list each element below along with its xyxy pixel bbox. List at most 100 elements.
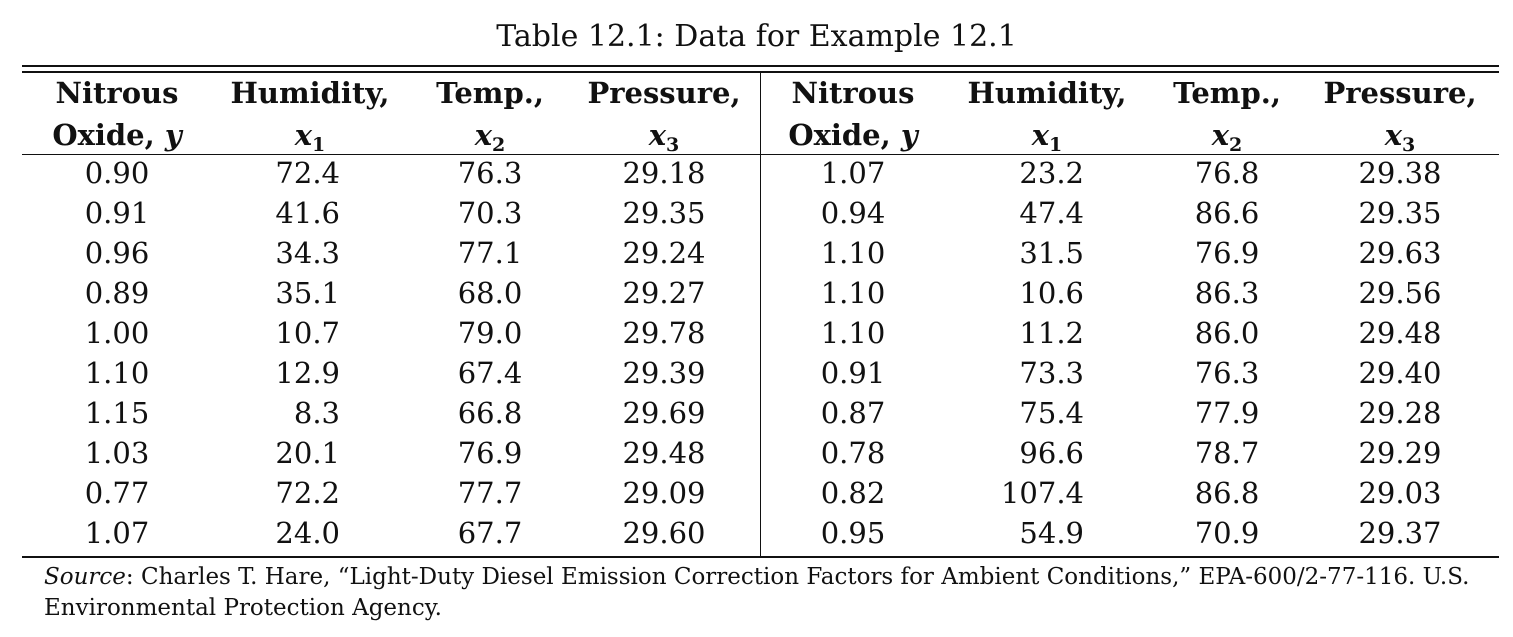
column-header-variable: x bbox=[294, 118, 313, 152]
column-header-5: Nitrous Oxide, y bbox=[743, 72, 963, 166]
table-cell: 35.1 bbox=[275, 276, 340, 310]
table-cell: 0.96 bbox=[84, 236, 150, 270]
column-header-3: Temp., x2 bbox=[380, 72, 600, 166]
table-cell: 20.1 bbox=[275, 436, 340, 470]
table-cell: 79.0 bbox=[457, 316, 523, 350]
column-header-line1: Nitrous bbox=[55, 76, 179, 110]
table-cell: 76.9 bbox=[1194, 236, 1260, 270]
column-header-line2: x3 bbox=[1290, 114, 1510, 166]
table-cell: 86.8 bbox=[1194, 476, 1260, 510]
table-cell: 77.1 bbox=[457, 236, 523, 270]
table-cell: 72.2 bbox=[275, 476, 340, 510]
column-header-variable: x bbox=[1211, 118, 1230, 152]
column-header-line1: Pressure, bbox=[587, 76, 741, 110]
table-cell: 0.91 bbox=[84, 196, 150, 230]
table-cell: 1.15 bbox=[84, 396, 150, 430]
table-cell: 29.18 bbox=[622, 156, 706, 190]
table-cell: 29.48 bbox=[622, 436, 706, 470]
table-cell: 29.24 bbox=[622, 236, 706, 270]
table-caption: Table 12.1: Data for Example 12.1 bbox=[496, 19, 1017, 54]
table-cell: 1.07 bbox=[84, 516, 150, 550]
table-cell: 29.03 bbox=[1358, 476, 1442, 510]
table-cell: 1.10 bbox=[820, 276, 886, 310]
table-cell: 0.78 bbox=[820, 436, 886, 470]
column-header-text: Oxide, bbox=[788, 118, 901, 152]
table-cell: 1.10 bbox=[820, 236, 886, 270]
table-cell: 86.0 bbox=[1194, 316, 1260, 350]
table-cell: 107.4 bbox=[1000, 476, 1084, 510]
table-cell: 29.35 bbox=[1358, 196, 1442, 230]
table-cell: 12.9 bbox=[275, 356, 340, 390]
column-header-variable: y bbox=[164, 118, 182, 152]
column-header-line1: Pressure, bbox=[1323, 76, 1477, 110]
table-cell: 29.78 bbox=[622, 316, 706, 350]
table-cell: 67.7 bbox=[457, 516, 523, 550]
column-header-line1: Humidity, bbox=[967, 76, 1127, 110]
table-cell: 1.00 bbox=[84, 316, 150, 350]
table-cell: 54.9 bbox=[1019, 516, 1084, 550]
table-cell: 23.2 bbox=[1019, 156, 1084, 190]
table-cell: 72.4 bbox=[275, 156, 340, 190]
table-cell: 0.95 bbox=[820, 516, 886, 550]
top-rule-2 bbox=[22, 71, 1499, 73]
table-cell: 29.37 bbox=[1358, 516, 1442, 550]
table-cell: 1.10 bbox=[84, 356, 150, 390]
table-cell: 29.27 bbox=[622, 276, 706, 310]
table-cell: 75.4 bbox=[1019, 396, 1084, 430]
table-cell: 29.56 bbox=[1358, 276, 1442, 310]
table-cell: 1.07 bbox=[820, 156, 886, 190]
bottom-rule bbox=[22, 556, 1499, 558]
column-header-line2: x2 bbox=[1117, 114, 1337, 166]
column-header-variable: x bbox=[648, 118, 667, 152]
column-header-2: Humidity, x1 bbox=[200, 72, 420, 166]
column-header-variable: y bbox=[900, 118, 918, 152]
column-header-4: Pressure, x3 bbox=[554, 72, 774, 166]
table-cell: 10.6 bbox=[1019, 276, 1084, 310]
table-cell: 86.3 bbox=[1194, 276, 1260, 310]
table-cell: 29.29 bbox=[1358, 436, 1442, 470]
column-header-line2: x3 bbox=[554, 114, 774, 166]
column-header-variable: x bbox=[474, 118, 493, 152]
table-cell: 29.60 bbox=[622, 516, 706, 550]
table-cell: 29.63 bbox=[1358, 236, 1442, 270]
column-header-8: Pressure, x3 bbox=[1290, 72, 1510, 166]
table-cell: 24.0 bbox=[275, 516, 340, 550]
column-header-subscript: 2 bbox=[492, 134, 506, 156]
table-cell: 66.8 bbox=[457, 396, 523, 430]
table-cell: 8.3 bbox=[293, 396, 340, 430]
column-header-line2: Oxide, y bbox=[7, 114, 227, 166]
table-cell: 29.48 bbox=[1358, 316, 1442, 350]
column-header-subscript: 1 bbox=[1049, 134, 1063, 156]
table-cell: 0.89 bbox=[84, 276, 150, 310]
column-header-line2: x1 bbox=[200, 114, 420, 166]
table-cell: 0.87 bbox=[820, 396, 886, 430]
source-label: Source bbox=[44, 564, 126, 590]
table-cell: 0.82 bbox=[820, 476, 886, 510]
table-cell: 76.9 bbox=[457, 436, 523, 470]
column-header-line2: x2 bbox=[380, 114, 600, 166]
column-header-7: Temp., x2 bbox=[1117, 72, 1337, 166]
table-cell: 29.09 bbox=[622, 476, 706, 510]
column-header-variable: x bbox=[1384, 118, 1403, 152]
table-cell: 78.7 bbox=[1194, 436, 1260, 470]
table-cell: 29.69 bbox=[622, 396, 706, 430]
table-cell: 31.5 bbox=[1019, 236, 1084, 270]
column-header-line2: x1 bbox=[937, 114, 1157, 166]
table-cell: 0.90 bbox=[84, 156, 150, 190]
table-cell: 41.6 bbox=[275, 196, 340, 230]
table-cell: 0.77 bbox=[84, 476, 150, 510]
table-cell: 29.35 bbox=[622, 196, 706, 230]
column-header-1: Nitrous Oxide, y bbox=[7, 72, 227, 166]
table-cell: 77.9 bbox=[1194, 396, 1260, 430]
column-header-variable: x bbox=[1031, 118, 1050, 152]
table-cell: 47.4 bbox=[1019, 196, 1084, 230]
column-header-subscript: 2 bbox=[1229, 134, 1243, 156]
table-cell: 76.8 bbox=[1194, 156, 1260, 190]
column-header-line1: Temp., bbox=[436, 76, 544, 110]
table-cell: 70.9 bbox=[1194, 516, 1260, 550]
table-cell: 0.94 bbox=[820, 196, 886, 230]
column-header-line1: Temp., bbox=[1173, 76, 1281, 110]
table-cell: 29.39 bbox=[622, 356, 706, 390]
column-header-subscript: 3 bbox=[666, 134, 680, 156]
top-rule-1 bbox=[22, 65, 1499, 67]
